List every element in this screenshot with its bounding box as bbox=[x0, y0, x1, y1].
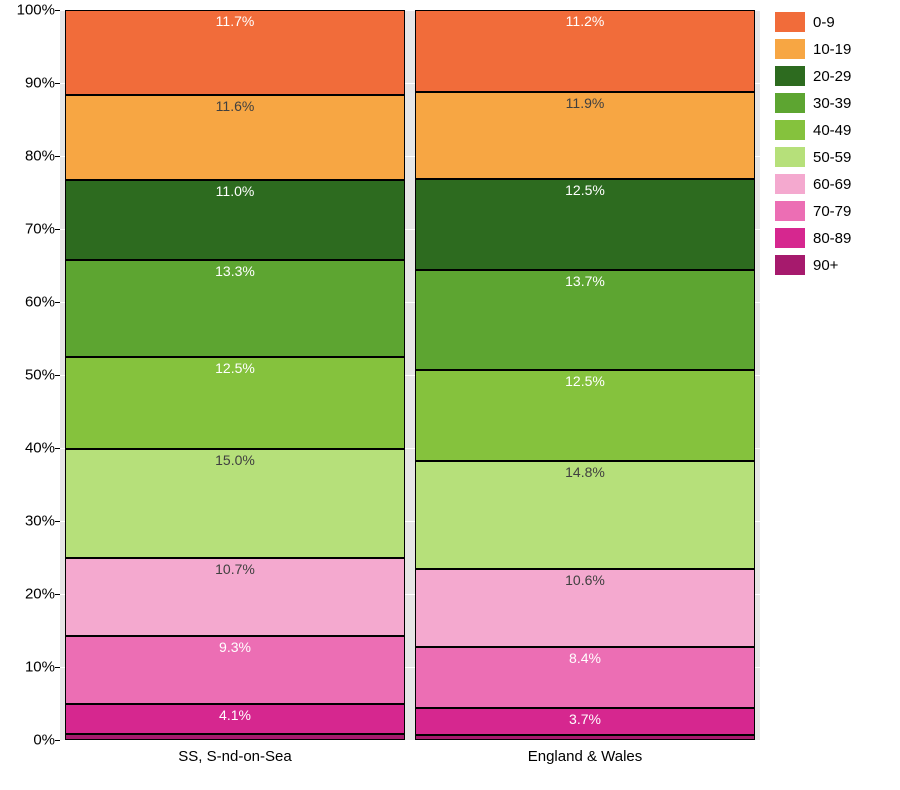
legend-item-10-19: 10-19 bbox=[775, 39, 851, 59]
legend-item-40-49: 40-49 bbox=[775, 120, 851, 140]
y-tick-label: 60% bbox=[25, 294, 55, 311]
legend-label: 60-69 bbox=[813, 176, 851, 193]
bar-segment-20-29: 12.5% bbox=[415, 179, 755, 270]
y-tick-mark bbox=[55, 375, 60, 376]
bar-segment-60-69: 10.6% bbox=[415, 569, 755, 646]
y-tick-label: 80% bbox=[25, 148, 55, 165]
segment-value-label: 12.5% bbox=[215, 360, 255, 376]
y-tick-mark bbox=[55, 594, 60, 595]
segment-value-label: 8.4% bbox=[569, 650, 601, 666]
bar-segment-80-89: 3.7% bbox=[415, 708, 755, 735]
y-tick-mark bbox=[55, 229, 60, 230]
y-tick-label: 20% bbox=[25, 586, 55, 603]
segment-value-label: 11.9% bbox=[566, 95, 605, 111]
y-tick-label: 100% bbox=[17, 2, 55, 19]
legend-label: 30-39 bbox=[813, 95, 851, 112]
gridline bbox=[60, 740, 760, 741]
bar-segment-40-49: 12.5% bbox=[415, 370, 755, 461]
bar-column: 4.1% 9.3% 10.7% 15.0% 12.5% 13.3% 11.0% 11.6% 11… bbox=[65, 10, 405, 740]
y-tick-label: 90% bbox=[25, 75, 55, 92]
stacked-bar-chart: 4.1% 9.3% 10.7% 15.0% 12.5% 13.3% 11.0% 11.6% 11… bbox=[0, 0, 900, 790]
segment-value-label: 3.7% bbox=[569, 711, 601, 727]
bar-segment-10-19: 11.9% bbox=[415, 92, 755, 179]
y-tick-label: 50% bbox=[25, 367, 55, 384]
segment-value-label: 14.8% bbox=[565, 464, 605, 480]
y-tick-mark bbox=[55, 448, 60, 449]
legend-item-0-9: 0-9 bbox=[775, 12, 851, 32]
legend-label: 40-49 bbox=[813, 122, 851, 139]
segment-value-label: 13.7% bbox=[565, 273, 605, 289]
legend-swatch bbox=[775, 93, 805, 113]
bar-segment-80-89: 4.1% bbox=[65, 704, 405, 734]
legend-item-50-59: 50-59 bbox=[775, 147, 851, 167]
x-tick-label: England & Wales bbox=[528, 748, 643, 765]
bar-segment-70-79: 9.3% bbox=[65, 636, 405, 704]
legend-item-90+: 90+ bbox=[775, 255, 851, 275]
segment-value-label: 10.7% bbox=[215, 561, 255, 577]
legend-label: 70-79 bbox=[813, 203, 851, 220]
y-tick-mark bbox=[55, 302, 60, 303]
y-tick-label: 0% bbox=[33, 732, 55, 749]
segment-value-label: 9.3% bbox=[219, 639, 251, 655]
plot-area: 4.1% 9.3% 10.7% 15.0% 12.5% 13.3% 11.0% 11.6% 11… bbox=[60, 10, 760, 740]
legend-label: 90+ bbox=[813, 257, 838, 274]
legend-swatch bbox=[775, 147, 805, 167]
bar-segment-20-29: 11.0% bbox=[65, 180, 405, 260]
bar-segment-30-39: 13.3% bbox=[65, 260, 405, 357]
legend-label: 80-89 bbox=[813, 230, 851, 247]
y-tick-mark bbox=[55, 740, 60, 741]
y-tick-mark bbox=[55, 10, 60, 11]
legend-label: 10-19 bbox=[813, 41, 851, 58]
y-tick-label: 30% bbox=[25, 513, 55, 530]
bar-column: 3.7% 8.4% 10.6% 14.8% 12.5% 13.7% 12.5% 11.9% 11… bbox=[415, 10, 755, 740]
bar-segment-50-59: 15.0% bbox=[65, 449, 405, 559]
legend-item-20-29: 20-29 bbox=[775, 66, 851, 86]
segment-value-label: 11.2% bbox=[566, 13, 605, 29]
legend-swatch bbox=[775, 201, 805, 221]
bar-segment-90+ bbox=[415, 735, 755, 740]
legend-swatch bbox=[775, 174, 805, 194]
bar-segment-0-9: 11.7% bbox=[65, 10, 405, 95]
y-tick-label: 70% bbox=[25, 221, 55, 238]
legend-swatch bbox=[775, 66, 805, 86]
bar-segment-50-59: 14.8% bbox=[415, 461, 755, 569]
legend-item-70-79: 70-79 bbox=[775, 201, 851, 221]
y-tick-mark bbox=[55, 667, 60, 668]
segment-value-label: 11.0% bbox=[216, 183, 255, 199]
legend-item-60-69: 60-69 bbox=[775, 174, 851, 194]
segment-value-label: 4.1% bbox=[219, 707, 251, 723]
bar-segment-10-19: 11.6% bbox=[65, 95, 405, 180]
y-tick-mark bbox=[55, 83, 60, 84]
segment-value-label: 15.0% bbox=[215, 452, 255, 468]
bar-segment-70-79: 8.4% bbox=[415, 647, 755, 708]
legend-item-30-39: 30-39 bbox=[775, 93, 851, 113]
segment-value-label: 11.7% bbox=[216, 13, 255, 29]
legend-label: 0-9 bbox=[813, 14, 835, 31]
segment-value-label: 12.5% bbox=[565, 373, 605, 389]
bar-segment-40-49: 12.5% bbox=[65, 357, 405, 448]
bar-segment-30-39: 13.7% bbox=[415, 270, 755, 370]
y-tick-label: 40% bbox=[25, 440, 55, 457]
bar-segment-60-69: 10.7% bbox=[65, 558, 405, 636]
segment-value-label: 12.5% bbox=[565, 182, 605, 198]
legend-label: 20-29 bbox=[813, 68, 851, 85]
y-tick-mark bbox=[55, 156, 60, 157]
legend: 0-9 10-19 20-29 30-39 40-49 50-59 60-69 70-79 80… bbox=[775, 12, 851, 282]
legend-item-80-89: 80-89 bbox=[775, 228, 851, 248]
legend-swatch bbox=[775, 39, 805, 59]
legend-label: 50-59 bbox=[813, 149, 851, 166]
legend-swatch bbox=[775, 12, 805, 32]
y-tick-mark bbox=[55, 521, 60, 522]
bar-segment-0-9: 11.2% bbox=[415, 10, 755, 92]
segment-value-label: 11.6% bbox=[216, 98, 255, 114]
segment-value-label: 10.6% bbox=[565, 572, 605, 588]
legend-swatch bbox=[775, 228, 805, 248]
x-tick-label: SS, S-nd-on-Sea bbox=[178, 748, 291, 765]
legend-swatch bbox=[775, 120, 805, 140]
legend-swatch bbox=[775, 255, 805, 275]
segment-value-label: 13.3% bbox=[215, 263, 255, 279]
bar-segment-90+ bbox=[65, 734, 405, 740]
y-tick-label: 10% bbox=[25, 659, 55, 676]
